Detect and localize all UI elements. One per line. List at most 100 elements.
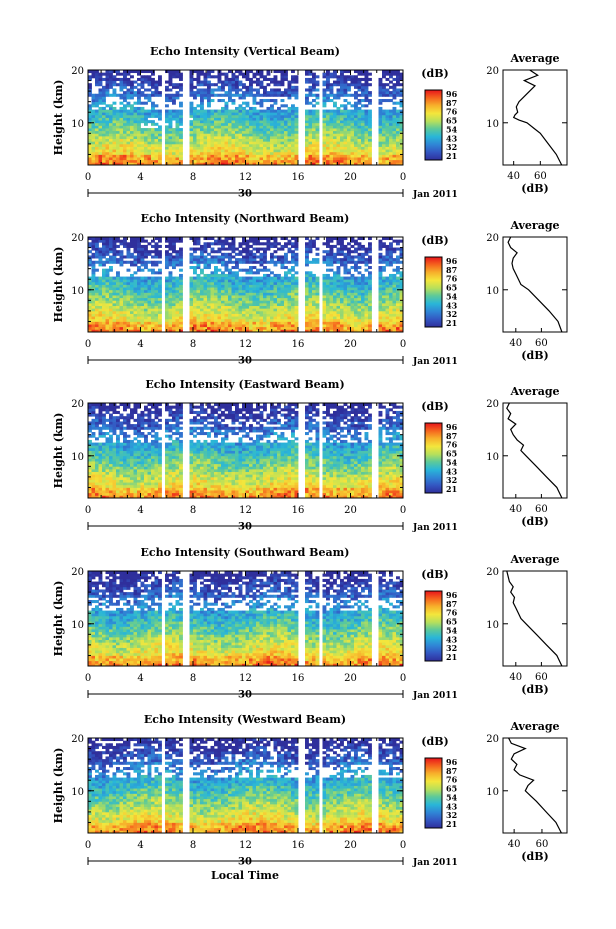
profile-x-label: (dB)	[521, 850, 548, 863]
x-tick-label: 12	[239, 673, 252, 684]
colorbar-tick-label: 21	[446, 151, 457, 161]
x-tick-label: 0	[400, 840, 406, 851]
profile-y-tick-label: 10	[486, 452, 499, 463]
x-tick-label: 20	[344, 172, 357, 183]
colorbar-unit: (dB)	[421, 735, 448, 748]
colorbar-tick-label: 43	[446, 634, 458, 644]
average-profile: Average 10 20 40 60(dB)	[486, 219, 568, 362]
x-tick-label: 8	[190, 505, 196, 516]
x-tick-label: 16	[292, 505, 305, 516]
colorbar-tick-label: 65	[446, 449, 457, 459]
x-tick-label: 4	[137, 505, 143, 516]
colorbar-tick-label: 21	[446, 819, 457, 829]
colorbar-tick-label: 54	[446, 457, 458, 467]
y-axis-label: Height (km)	[52, 581, 65, 657]
colorbar	[424, 422, 443, 494]
x-tick-label: 12	[239, 505, 252, 516]
profile-x-tick-label: 40	[508, 839, 521, 850]
y-tick-label: 20	[71, 66, 84, 77]
profile-y-tick-label: 20	[486, 233, 499, 244]
panel-4: Echo Intensity (Southward Beam) Height (k…	[52, 546, 568, 701]
colorbar-tick-label: 54	[446, 792, 458, 802]
y-tick-label: 10	[71, 787, 84, 798]
x-tick-label: 0	[85, 172, 91, 183]
x-tick-label: 0	[85, 673, 91, 684]
colorbar-tick-label: 96	[446, 590, 458, 600]
profile-y-tick-label: 20	[486, 567, 499, 578]
x-tick-label: 12	[239, 840, 252, 851]
colorbar-tick-label: 54	[446, 124, 458, 134]
x-tick-label: 20	[344, 339, 357, 350]
x-tick-label: 0	[400, 505, 406, 516]
colorbar-tick-label: 96	[446, 422, 458, 432]
colorbar-tick-label: 32	[446, 643, 457, 653]
x-tick-label: 20	[344, 505, 357, 516]
profile-x-tick-label: 60	[536, 839, 549, 850]
heatmap	[88, 237, 404, 333]
date-tick-label: 30	[238, 356, 252, 367]
x-tick-label: 0	[85, 840, 91, 851]
profile-title: Average	[509, 720, 559, 733]
date-label: Jan 2011	[412, 523, 458, 533]
x-tick-label: 12	[239, 172, 252, 183]
colorbar-tick-label: 43	[446, 801, 458, 811]
date-tick-label: 30	[238, 690, 252, 701]
profile-frame	[502, 737, 568, 834]
profile-frame	[502, 570, 568, 667]
colorbar-tick-label: 76	[446, 274, 458, 284]
colorbar-tick-label: 32	[446, 475, 457, 485]
chart-title: Echo Intensity (Eastward Beam)	[145, 378, 344, 391]
x-tick-label: 4	[137, 172, 143, 183]
date-tick-label: 30	[238, 522, 252, 533]
profile-title: Average	[509, 52, 559, 65]
colorbar-tick-label: 96	[446, 89, 458, 99]
colorbar-tick-label: 87	[446, 766, 457, 776]
chart-title: Echo Intensity (Vertical Beam)	[150, 45, 340, 58]
colorbar-tick-label: 43	[446, 466, 458, 476]
profile-x-tick-label: 60	[535, 672, 548, 683]
colorbar-tick-label: 76	[446, 107, 458, 117]
panel-3: Echo Intensity (Eastward Beam) Height (km…	[52, 378, 568, 533]
date-label: Jan 2011	[412, 691, 458, 701]
x-tick-label: 0	[85, 339, 91, 350]
y-tick-label: 20	[71, 233, 84, 244]
x-tick-label: 0	[400, 172, 406, 183]
x-tick-label: 20	[344, 673, 357, 684]
average-profile: Average 10 20 40 60(dB)	[486, 720, 568, 863]
colorbar-tick-label: 96	[446, 757, 458, 767]
date-label: Jan 2011	[412, 190, 458, 200]
x-tick-label: 16	[292, 840, 305, 851]
profile-y-tick-label: 10	[486, 286, 499, 297]
average-profile: Average 10 20 40 60(dB)	[486, 385, 568, 528]
x-tick-label: 0	[400, 673, 406, 684]
profile-x-tick-label: 40	[509, 504, 522, 515]
profile-line	[506, 570, 563, 667]
heatmap	[88, 738, 404, 834]
profile-y-tick-label: 20	[486, 66, 499, 77]
x-axis-label: Local Time	[211, 869, 279, 882]
x-tick-label: 4	[137, 339, 143, 350]
x-tick-label: 8	[190, 339, 196, 350]
colorbar-tick-label: 87	[446, 265, 457, 275]
profile-y-tick-label: 10	[486, 620, 499, 631]
profile-x-tick-label: 40	[509, 672, 522, 683]
x-tick-label: 0	[400, 339, 406, 350]
x-tick-label: 12	[239, 339, 252, 350]
colorbar-tick-label: 65	[446, 283, 457, 293]
date-tick-label: 30	[238, 189, 252, 200]
colorbar-tick-label: 21	[446, 484, 457, 494]
colorbar	[424, 256, 443, 328]
profile-x-label: (dB)	[521, 515, 548, 528]
colorbar-tick-label: 21	[446, 318, 457, 328]
y-tick-label: 10	[71, 119, 84, 130]
profile-line	[506, 402, 563, 499]
chart-title: Echo Intensity (Southward Beam)	[141, 546, 350, 559]
colorbar-tick-label: 43	[446, 300, 458, 310]
colorbar-tick-label: 65	[446, 116, 457, 126]
profile-x-label: (dB)	[521, 349, 548, 362]
profile-frame	[502, 402, 568, 499]
colorbar-tick-label: 87	[446, 431, 457, 441]
y-tick-label: 20	[71, 734, 84, 745]
panel-1: Echo Intensity (Vertical Beam) Height (km…	[52, 45, 568, 200]
profile-y-tick-label: 10	[486, 119, 499, 130]
